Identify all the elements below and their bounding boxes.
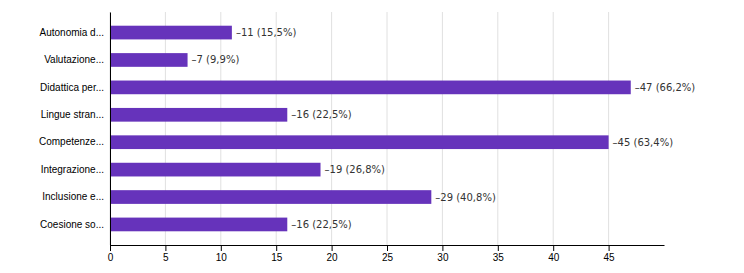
x-tick-label: 0 <box>108 252 114 263</box>
x-tick: 25 <box>382 245 394 263</box>
grid-line <box>608 12 609 245</box>
bar <box>110 53 188 67</box>
x-axis: 0 5 10 15 20 25 30 35 40 45 <box>108 245 665 263</box>
bar <box>110 26 232 40</box>
chart-svg: 0 5 10 15 20 25 30 35 40 45 Autonomia d... Valutazi… <box>0 0 744 273</box>
x-tick-mark <box>276 245 277 251</box>
x-tick: 5 <box>163 245 169 263</box>
x-tick-mark <box>332 245 333 251</box>
y-tick: Coesione so... <box>40 219 110 230</box>
x-tick: 45 <box>604 245 616 263</box>
grid-line <box>276 12 277 245</box>
x-tick: 40 <box>548 245 560 263</box>
x-tick: 30 <box>437 245 449 263</box>
bar <box>110 190 431 204</box>
y-tick-label: Coesione so... <box>40 219 104 230</box>
x-tick-mark <box>609 245 610 251</box>
x-tick-label: 35 <box>493 252 505 263</box>
x-tick-label: 15 <box>271 252 283 263</box>
data-label: –7 (9,9%) <box>192 54 240 65</box>
bar <box>110 218 287 232</box>
grid-line <box>220 12 221 245</box>
bars <box>110 26 631 232</box>
data-label: –45 (63,4%) <box>613 137 674 148</box>
y-tick: Integrazione... <box>41 164 110 175</box>
data-label: –47 (66,2%) <box>635 82 696 93</box>
x-tick-label: 25 <box>382 252 394 263</box>
grid-line <box>110 12 111 245</box>
x-tick-label: 40 <box>548 252 560 263</box>
data-label: –11 (15,5%) <box>236 27 297 38</box>
x-tick: 15 <box>271 245 283 263</box>
data-label: –16 (22,5%) <box>291 109 352 120</box>
bar <box>110 135 609 149</box>
plot-area: 0 5 10 15 20 25 30 35 40 45 Autonomia d... Valutazi… <box>39 12 695 263</box>
y-axis: Autonomia d... Valutazione... Didattica pe… <box>39 13 111 246</box>
y-tick-label: Didattica per... <box>40 82 104 93</box>
x-tick: 20 <box>327 245 339 263</box>
x-tick-mark <box>221 245 222 251</box>
grid-line <box>497 12 498 245</box>
x-tick: 10 <box>216 245 228 263</box>
y-tick-label: Integrazione... <box>41 164 104 175</box>
y-tick-label: Autonomia d... <box>40 27 104 38</box>
bar <box>110 108 287 122</box>
data-label: –16 (22,5%) <box>291 219 352 230</box>
y-axis-line <box>110 13 111 246</box>
x-tick-label: 45 <box>604 252 616 263</box>
data-label: –29 (40,8%) <box>435 192 496 203</box>
y-tick-label: Valutazione... <box>44 54 104 65</box>
y-tick: Autonomia d... <box>40 27 110 38</box>
x-tick-mark <box>387 245 388 251</box>
grid-line <box>442 12 443 245</box>
y-tick: Didattica per... <box>40 82 110 93</box>
x-tick: 35 <box>493 245 505 263</box>
grid-line <box>165 12 166 245</box>
y-tick-label: Competenze... <box>39 136 104 147</box>
x-tick-label: 20 <box>327 252 339 263</box>
grid-line <box>553 12 554 245</box>
y-tick: Valutazione... <box>44 54 110 65</box>
x-tick: 0 <box>108 245 114 263</box>
grid-line <box>331 12 332 245</box>
x-tick-label: 30 <box>437 252 449 263</box>
x-tick-mark <box>110 245 111 251</box>
grid <box>110 12 609 245</box>
bar <box>110 163 321 177</box>
x-tick-label: 10 <box>216 252 228 263</box>
x-tick-label: 5 <box>163 252 169 263</box>
data-labels: –11 (15,5%) –7 (9,9%) –47 (66,2%) –16 (22,5… <box>192 27 696 230</box>
bar <box>110 81 631 95</box>
y-tick: Lingue stran... <box>41 109 110 120</box>
x-tick-mark <box>553 245 554 251</box>
y-tick-label: Inclusione e... <box>42 191 104 202</box>
grid-line <box>387 12 388 245</box>
data-label: –19 (26,8%) <box>325 164 386 175</box>
y-tick: Competenze... <box>39 136 110 147</box>
x-tick-mark <box>442 245 443 251</box>
chart-container: 0 5 10 15 20 25 30 35 40 45 Autonomia d... Valutazi… <box>0 0 744 273</box>
x-tick-mark <box>498 245 499 251</box>
y-tick-label: Lingue stran... <box>41 109 104 120</box>
x-tick-mark <box>165 245 166 251</box>
y-tick: Inclusione e... <box>42 191 110 202</box>
